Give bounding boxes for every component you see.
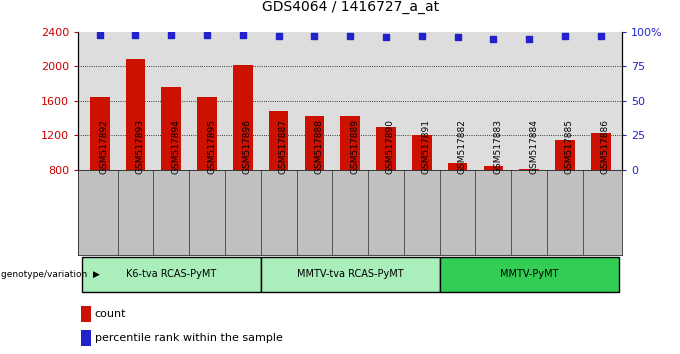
Bar: [483, 166, 503, 170]
Point: [237, 32, 248, 38]
Text: genotype/variation  ▶: genotype/variation ▶: [1, 270, 99, 279]
Text: GSM517882: GSM517882: [458, 119, 466, 174]
Bar: [376, 127, 396, 170]
Text: GSM517889: GSM517889: [350, 119, 359, 174]
Point: [416, 33, 427, 39]
Bar: [81, 330, 90, 346]
Point: [309, 33, 320, 39]
Text: GDS4064 / 1416727_a_at: GDS4064 / 1416727_a_at: [262, 0, 439, 14]
Text: MMTV-PyMT: MMTV-PyMT: [500, 269, 558, 279]
Bar: [260, 257, 440, 292]
Point: [201, 32, 212, 38]
Text: GSM517891: GSM517891: [422, 119, 430, 174]
Point: [452, 35, 463, 40]
Text: K6-tva RCAS-PyMT: K6-tva RCAS-PyMT: [126, 269, 216, 279]
Point: [488, 36, 499, 42]
Bar: [447, 163, 467, 170]
Bar: [82, 257, 260, 292]
Bar: [555, 140, 575, 170]
Text: GSM517892: GSM517892: [100, 119, 109, 174]
Bar: [520, 169, 539, 170]
Bar: [269, 111, 288, 170]
Bar: [440, 257, 619, 292]
Text: GSM517884: GSM517884: [529, 119, 538, 174]
Point: [95, 32, 105, 38]
Text: GSM517890: GSM517890: [386, 119, 395, 174]
Bar: [90, 97, 109, 170]
Text: GSM517887: GSM517887: [279, 119, 288, 174]
Bar: [341, 116, 360, 170]
Text: percentile rank within the sample: percentile rank within the sample: [95, 332, 282, 343]
Bar: [197, 97, 217, 170]
Text: GSM517883: GSM517883: [494, 119, 503, 174]
Point: [595, 33, 606, 39]
Bar: [161, 87, 181, 170]
Bar: [591, 133, 611, 170]
Point: [166, 32, 177, 38]
Point: [524, 36, 534, 42]
Bar: [81, 306, 90, 322]
Point: [130, 32, 141, 38]
Text: GSM517885: GSM517885: [565, 119, 574, 174]
Bar: [412, 135, 432, 170]
Text: GSM517896: GSM517896: [243, 119, 252, 174]
Point: [381, 35, 392, 40]
Text: GSM517886: GSM517886: [600, 119, 610, 174]
Bar: [126, 59, 146, 170]
Text: MMTV-tva RCAS-PyMT: MMTV-tva RCAS-PyMT: [297, 269, 403, 279]
Bar: [233, 65, 253, 170]
Point: [560, 33, 571, 39]
Point: [345, 33, 356, 39]
Text: GSM517888: GSM517888: [314, 119, 324, 174]
Text: GSM517893: GSM517893: [135, 119, 144, 174]
Point: [273, 33, 284, 39]
Text: GSM517895: GSM517895: [207, 119, 216, 174]
Text: GSM517894: GSM517894: [171, 119, 180, 174]
Text: count: count: [95, 309, 126, 319]
Bar: [305, 115, 324, 170]
